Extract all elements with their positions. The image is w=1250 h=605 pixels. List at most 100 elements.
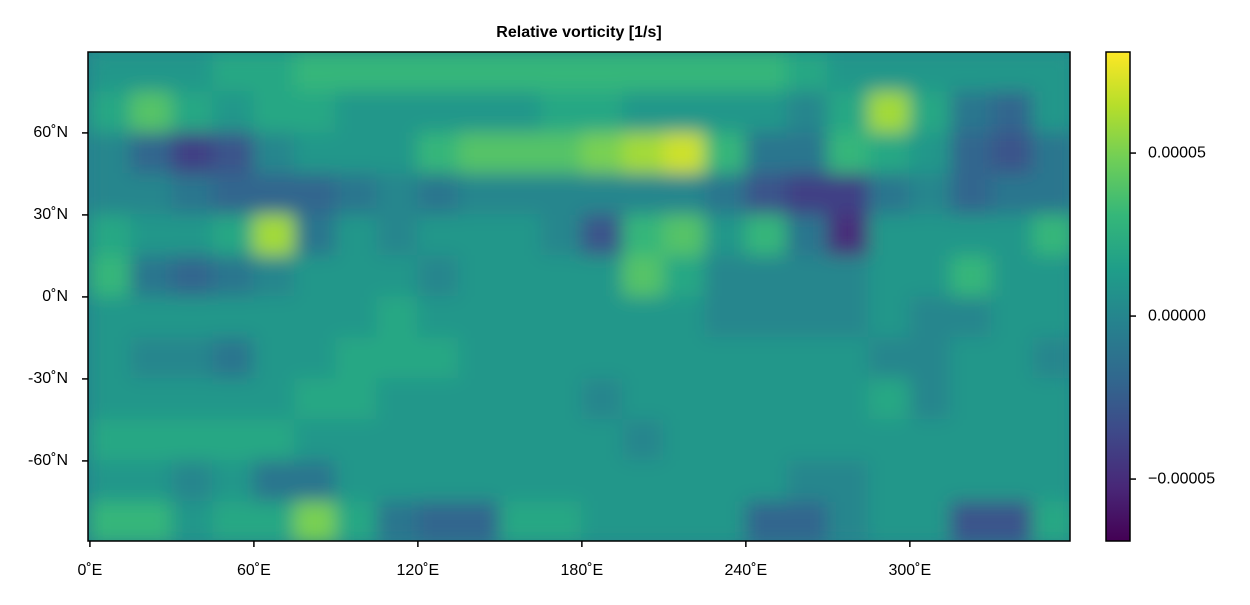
- heatmap-cell: [335, 173, 378, 216]
- heatmap-cell: [294, 52, 337, 93]
- heatmap-cell: [868, 255, 911, 298]
- heatmap-cell: [581, 337, 624, 380]
- heatmap-cell: [745, 501, 788, 541]
- heatmap-cell: [499, 52, 542, 93]
- heatmap-cell: [622, 419, 665, 462]
- heatmap-cell: [171, 501, 214, 541]
- heatmap-cell: [130, 501, 173, 541]
- heatmap-cell: [417, 255, 460, 298]
- heatmap-cell: [868, 337, 911, 380]
- heatmap-cell: [417, 91, 460, 134]
- heatmap-cell: [991, 501, 1034, 541]
- heatmap-cell: [745, 173, 788, 216]
- heatmap-cell: [89, 378, 132, 421]
- heatmap-cell: [540, 255, 583, 298]
- heatmap-cell: [950, 91, 993, 134]
- heatmap-cell: [253, 255, 296, 298]
- heatmap-cell: [294, 501, 337, 541]
- heatmap-cell: [786, 214, 829, 257]
- heatmap-cell: [786, 378, 829, 421]
- heatmap-cell: [89, 214, 132, 257]
- heatmap-cell: [376, 419, 419, 462]
- heatmap-cell: [89, 460, 132, 503]
- heatmap-cell: [212, 52, 255, 93]
- heatmap-cell: [376, 132, 419, 175]
- heatmap-cell: [376, 214, 419, 257]
- heatmap-cell: [458, 52, 501, 93]
- heatmap-cell: [622, 91, 665, 134]
- heatmap-cell: [581, 255, 624, 298]
- heatmap-cell: [253, 296, 296, 339]
- heatmap-cell: [376, 337, 419, 380]
- x-tick-label: 180˚E: [561, 562, 604, 579]
- heatmap-cell: [89, 501, 132, 541]
- heatmap-cell: [827, 419, 870, 462]
- heatmap-cell: [663, 255, 706, 298]
- heatmap-cell: [1032, 214, 1070, 257]
- heatmap-cell: [171, 255, 214, 298]
- heatmap-cell: [540, 419, 583, 462]
- heatmap-cell: [253, 460, 296, 503]
- heatmap-cell: [499, 419, 542, 462]
- heatmap-cell: [786, 52, 829, 93]
- heatmap-cell: [991, 173, 1034, 216]
- heatmap-cell: [745, 52, 788, 93]
- heatmap-cell: [663, 132, 706, 175]
- heatmap-cell: [89, 419, 132, 462]
- heatmap-cell: [294, 378, 337, 421]
- heatmap-cell: [868, 419, 911, 462]
- heatmap-cell: [745, 255, 788, 298]
- heatmap-cell: [130, 337, 173, 380]
- heatmap-cell: [991, 337, 1034, 380]
- heatmap-cell: [130, 52, 173, 93]
- heatmap-cell: [212, 173, 255, 216]
- heatmap-cell: [950, 419, 993, 462]
- heatmap-cell: [417, 173, 460, 216]
- heatmap-cell: [335, 378, 378, 421]
- colorbar-tick-label: 0.00000: [1148, 307, 1206, 324]
- heatmap-cell: [827, 132, 870, 175]
- x-tick-label: 120˚E: [397, 562, 440, 579]
- heatmap-cell: [581, 52, 624, 93]
- heatmap-cell: [1032, 378, 1070, 421]
- heatmap-cell: [950, 501, 993, 541]
- heatmap-cell: [335, 132, 378, 175]
- heatmap-cell: [335, 91, 378, 134]
- heatmap-cell: [458, 214, 501, 257]
- heatmap-cell: [663, 173, 706, 216]
- heatmap-cell: [827, 214, 870, 257]
- heatmap-cell: [458, 337, 501, 380]
- heatmap-cell: [171, 296, 214, 339]
- heatmap-cell: [868, 460, 911, 503]
- heatmap-cell: [130, 378, 173, 421]
- heatmap-cell: [499, 91, 542, 134]
- heatmap-cell: [786, 296, 829, 339]
- heatmap-cell: [950, 52, 993, 93]
- heatmap-cell: [417, 378, 460, 421]
- heatmap-cell: [89, 255, 132, 298]
- heatmap-cell: [786, 255, 829, 298]
- heatmap-cell: [212, 337, 255, 380]
- heatmap-cell: [171, 378, 214, 421]
- heatmap-cell: [89, 91, 132, 134]
- heatmap-cell: [376, 255, 419, 298]
- heatmap-cell: [827, 91, 870, 134]
- heatmap-cell: [868, 132, 911, 175]
- heatmap-cell: [417, 214, 460, 257]
- heatmap-cell: [376, 460, 419, 503]
- heatmap-cell: [909, 52, 952, 93]
- heatmap-cell: [827, 460, 870, 503]
- heatmap-cell: [704, 419, 747, 462]
- heatmap-cell: [171, 460, 214, 503]
- heatmap-cell: [130, 296, 173, 339]
- heatmap-cell: [540, 296, 583, 339]
- heatmap-cell: [622, 52, 665, 93]
- heatmap-cell: [499, 296, 542, 339]
- heatmap-cell: [909, 337, 952, 380]
- heatmap-cell: [335, 337, 378, 380]
- heatmap-cell: [540, 52, 583, 93]
- heatmap-cells: [89, 52, 1070, 541]
- heatmap-cell: [827, 501, 870, 541]
- heatmap-cell: [1032, 501, 1070, 541]
